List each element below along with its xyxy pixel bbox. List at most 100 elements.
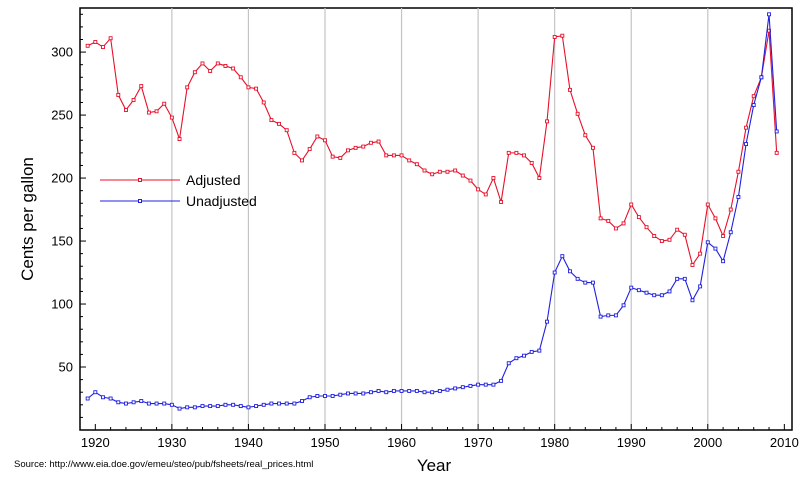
data-point-unadjusted xyxy=(613,313,618,318)
data-point-adjusted xyxy=(667,237,672,242)
data-point-adjusted xyxy=(323,138,327,143)
data-point-adjusted xyxy=(139,84,144,89)
data-point-adjusted xyxy=(698,251,703,256)
plot-area xyxy=(79,7,793,431)
data-point-adjusted xyxy=(682,232,687,237)
data-point-unadjusted xyxy=(560,254,565,259)
data-point-adjusted xyxy=(591,145,595,150)
x-axis-title: Year xyxy=(417,456,452,475)
data-point-adjusted xyxy=(652,234,657,238)
data-point-unadjusted xyxy=(499,378,504,383)
data-point-adjusted xyxy=(185,85,190,90)
data-point-unadjusted xyxy=(146,401,151,406)
data-point-unadjusted xyxy=(223,402,228,407)
data-point-adjusted xyxy=(330,154,335,159)
data-point-unadjusted xyxy=(192,405,197,410)
x-tick-label: 1920 xyxy=(81,435,110,450)
data-point-adjusted xyxy=(223,63,228,68)
data-point-unadjusted xyxy=(116,400,121,405)
series-adjusted xyxy=(85,28,779,267)
data-point-unadjusted xyxy=(483,382,488,387)
data-point-adjusted xyxy=(453,168,458,173)
data-point-adjusted xyxy=(361,144,366,149)
data-point-adjusted xyxy=(93,40,98,44)
data-point-unadjusted xyxy=(284,401,289,406)
legend-marker-adjusted xyxy=(138,178,142,182)
data-point-adjusted xyxy=(399,153,404,158)
data-point-adjusted xyxy=(598,216,603,221)
data-point-adjusted xyxy=(162,101,167,106)
data-point-unadjusted xyxy=(399,389,404,393)
data-point-unadjusted xyxy=(169,402,174,407)
data-point-unadjusted xyxy=(445,387,450,392)
data-point-adjusted xyxy=(254,86,259,91)
data-point-adjusted xyxy=(437,169,442,174)
data-point-adjusted xyxy=(85,43,90,48)
data-point-unadjusted xyxy=(667,289,672,294)
legend-marker-unadjusted xyxy=(138,199,142,203)
data-point-unadjusted xyxy=(568,269,572,274)
data-point-unadjusted xyxy=(315,394,320,398)
data-point-unadjusted xyxy=(606,313,611,318)
data-point-adjusted xyxy=(177,137,182,141)
data-point-adjusted xyxy=(192,70,197,75)
y-tick-label: 150 xyxy=(51,234,73,249)
data-point-unadjusted xyxy=(277,401,281,406)
data-point-unadjusted xyxy=(246,405,251,410)
data-point-adjusted xyxy=(468,178,473,183)
data-point-unadjusted xyxy=(537,348,542,353)
data-point-adjusted xyxy=(131,98,136,102)
data-point-unadjusted xyxy=(476,382,481,387)
y-tick-label: 200 xyxy=(51,171,73,186)
data-point-unadjusted xyxy=(300,399,304,403)
data-point-adjusted xyxy=(414,162,419,167)
series-layer xyxy=(85,12,779,411)
data-point-adjusted xyxy=(537,176,542,181)
data-point-unadjusted xyxy=(269,401,274,406)
data-point-unadjusted xyxy=(368,390,373,395)
data-point-unadjusted xyxy=(215,404,220,409)
data-point-unadjusted xyxy=(659,293,664,298)
data-point-unadjusted xyxy=(744,142,749,147)
data-point-adjusted xyxy=(483,192,488,197)
data-point-adjusted xyxy=(231,66,236,71)
data-point-unadjusted xyxy=(361,391,366,396)
data-point-adjusted xyxy=(476,187,481,192)
data-point-unadjusted xyxy=(644,290,649,295)
data-point-adjusted xyxy=(568,87,572,92)
data-point-adjusted xyxy=(391,153,396,158)
data-point-unadjusted xyxy=(629,285,634,290)
source-note: Source: http://www.eia.doe.gov/emeu/steo… xyxy=(14,459,313,470)
data-point-unadjusted xyxy=(713,246,718,251)
data-point-adjusted xyxy=(529,160,534,165)
x-tick-label: 1950 xyxy=(311,435,340,450)
data-point-adjusted xyxy=(108,36,113,41)
data-point-unadjusted xyxy=(705,240,710,245)
data-point-unadjusted xyxy=(552,270,557,275)
data-point-unadjusted xyxy=(453,386,458,391)
data-point-unadjusted xyxy=(514,356,519,361)
data-point-unadjusted xyxy=(123,401,128,406)
data-point-adjusted xyxy=(575,111,580,116)
y-tick-label: 300 xyxy=(51,45,73,60)
data-point-unadjusted xyxy=(759,75,764,80)
data-point-adjusted xyxy=(675,227,680,232)
legend-label-adjusted: Adjusted xyxy=(186,172,240,188)
data-point-unadjusted xyxy=(254,404,259,409)
data-point-unadjusted xyxy=(338,392,343,397)
data-point-unadjusted xyxy=(675,276,680,281)
data-point-unadjusted xyxy=(414,389,419,393)
data-point-unadjusted xyxy=(139,399,144,403)
data-point-unadjusted xyxy=(698,284,703,289)
data-point-adjusted xyxy=(116,92,121,97)
y-tick-label: 250 xyxy=(51,108,73,123)
x-tick-label: 1980 xyxy=(540,435,569,450)
data-point-unadjusted xyxy=(422,390,427,395)
data-point-unadjusted xyxy=(598,314,603,319)
gridlines xyxy=(171,8,709,430)
x-tick-label: 1940 xyxy=(234,435,263,450)
data-point-adjusted xyxy=(506,150,511,155)
data-point-adjusted xyxy=(101,45,105,49)
data-point-adjusted xyxy=(560,33,565,38)
data-point-adjusted xyxy=(353,145,358,150)
